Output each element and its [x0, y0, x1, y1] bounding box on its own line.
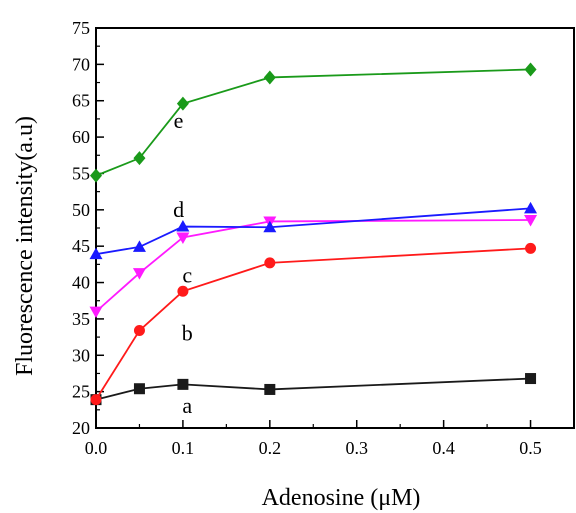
x-tick-label: 0.2	[259, 438, 282, 458]
data-point-b	[525, 242, 537, 254]
x-tick-label: 0.3	[345, 438, 368, 458]
series-label-e: e	[174, 108, 184, 133]
series-line-a	[95, 377, 531, 401]
data-point-a	[264, 383, 276, 395]
y-tick-label: 75	[72, 18, 90, 38]
data-point-a	[133, 383, 145, 395]
x-tick-label: 0.5	[519, 438, 542, 458]
data-point-c	[524, 215, 538, 227]
axes: 20 25 30 35 40 45 50 55 60 65 70 75 0.0 0.1 0.2 0.3 0.4 0…	[72, 18, 575, 458]
series-line-e	[95, 68, 531, 177]
data-point-c	[132, 268, 146, 280]
data-point-e	[176, 96, 189, 111]
y-tick-label: 30	[72, 345, 90, 365]
data-point-b	[177, 285, 189, 297]
series-label-c: c	[182, 262, 192, 287]
series-line-b	[95, 247, 531, 401]
data-point-a	[177, 378, 189, 390]
data-point-b	[90, 394, 102, 406]
y-tick-label: 25	[72, 382, 90, 402]
x-tick-label: 0.4	[432, 438, 455, 458]
series-e	[90, 62, 537, 183]
x-axis-title: Adenosine (μM)	[262, 485, 421, 511]
x-tick-label: 0.1	[172, 438, 195, 458]
data-point-e	[263, 70, 276, 85]
data-point-e	[90, 168, 102, 183]
series-line-c	[95, 219, 531, 313]
series-labels: a b c d e	[173, 108, 193, 418]
data-point-a	[525, 373, 537, 385]
data-point-b	[264, 257, 276, 269]
series-line-d	[95, 207, 531, 256]
y-tick-label: 70	[72, 54, 90, 74]
x-tick-label: 0.0	[85, 438, 108, 458]
series-d	[89, 201, 538, 260]
data-point-d	[89, 247, 103, 260]
data-point-c	[176, 232, 190, 244]
y-tick-label: 40	[72, 273, 90, 293]
data-point-c	[89, 306, 103, 319]
series-label-b: b	[182, 320, 193, 345]
y-tick-label: 55	[72, 163, 90, 183]
y-tick-label: 50	[72, 200, 90, 220]
series-c	[89, 215, 538, 319]
y-tick-label: 65	[72, 91, 90, 111]
series-label-d: d	[173, 197, 184, 222]
y-tick-label: 60	[72, 127, 90, 147]
series-group	[89, 62, 538, 406]
series-a	[90, 373, 537, 406]
data-point-d	[176, 220, 190, 232]
data-point-b	[133, 325, 145, 337]
data-point-d	[263, 220, 277, 233]
plot-frame	[95, 27, 575, 429]
data-point-e	[524, 62, 537, 77]
data-point-d	[524, 201, 538, 214]
data-point-d	[132, 240, 146, 252]
data-point-e	[133, 151, 146, 166]
series-b	[90, 242, 537, 406]
y-tick-label: 45	[72, 236, 90, 256]
y-tick-label: 35	[72, 309, 90, 329]
y-axis-title: Fluorescence intensity(a.u)	[12, 116, 38, 376]
y-tick-label: 20	[72, 418, 90, 438]
series-label-a: a	[182, 393, 192, 418]
